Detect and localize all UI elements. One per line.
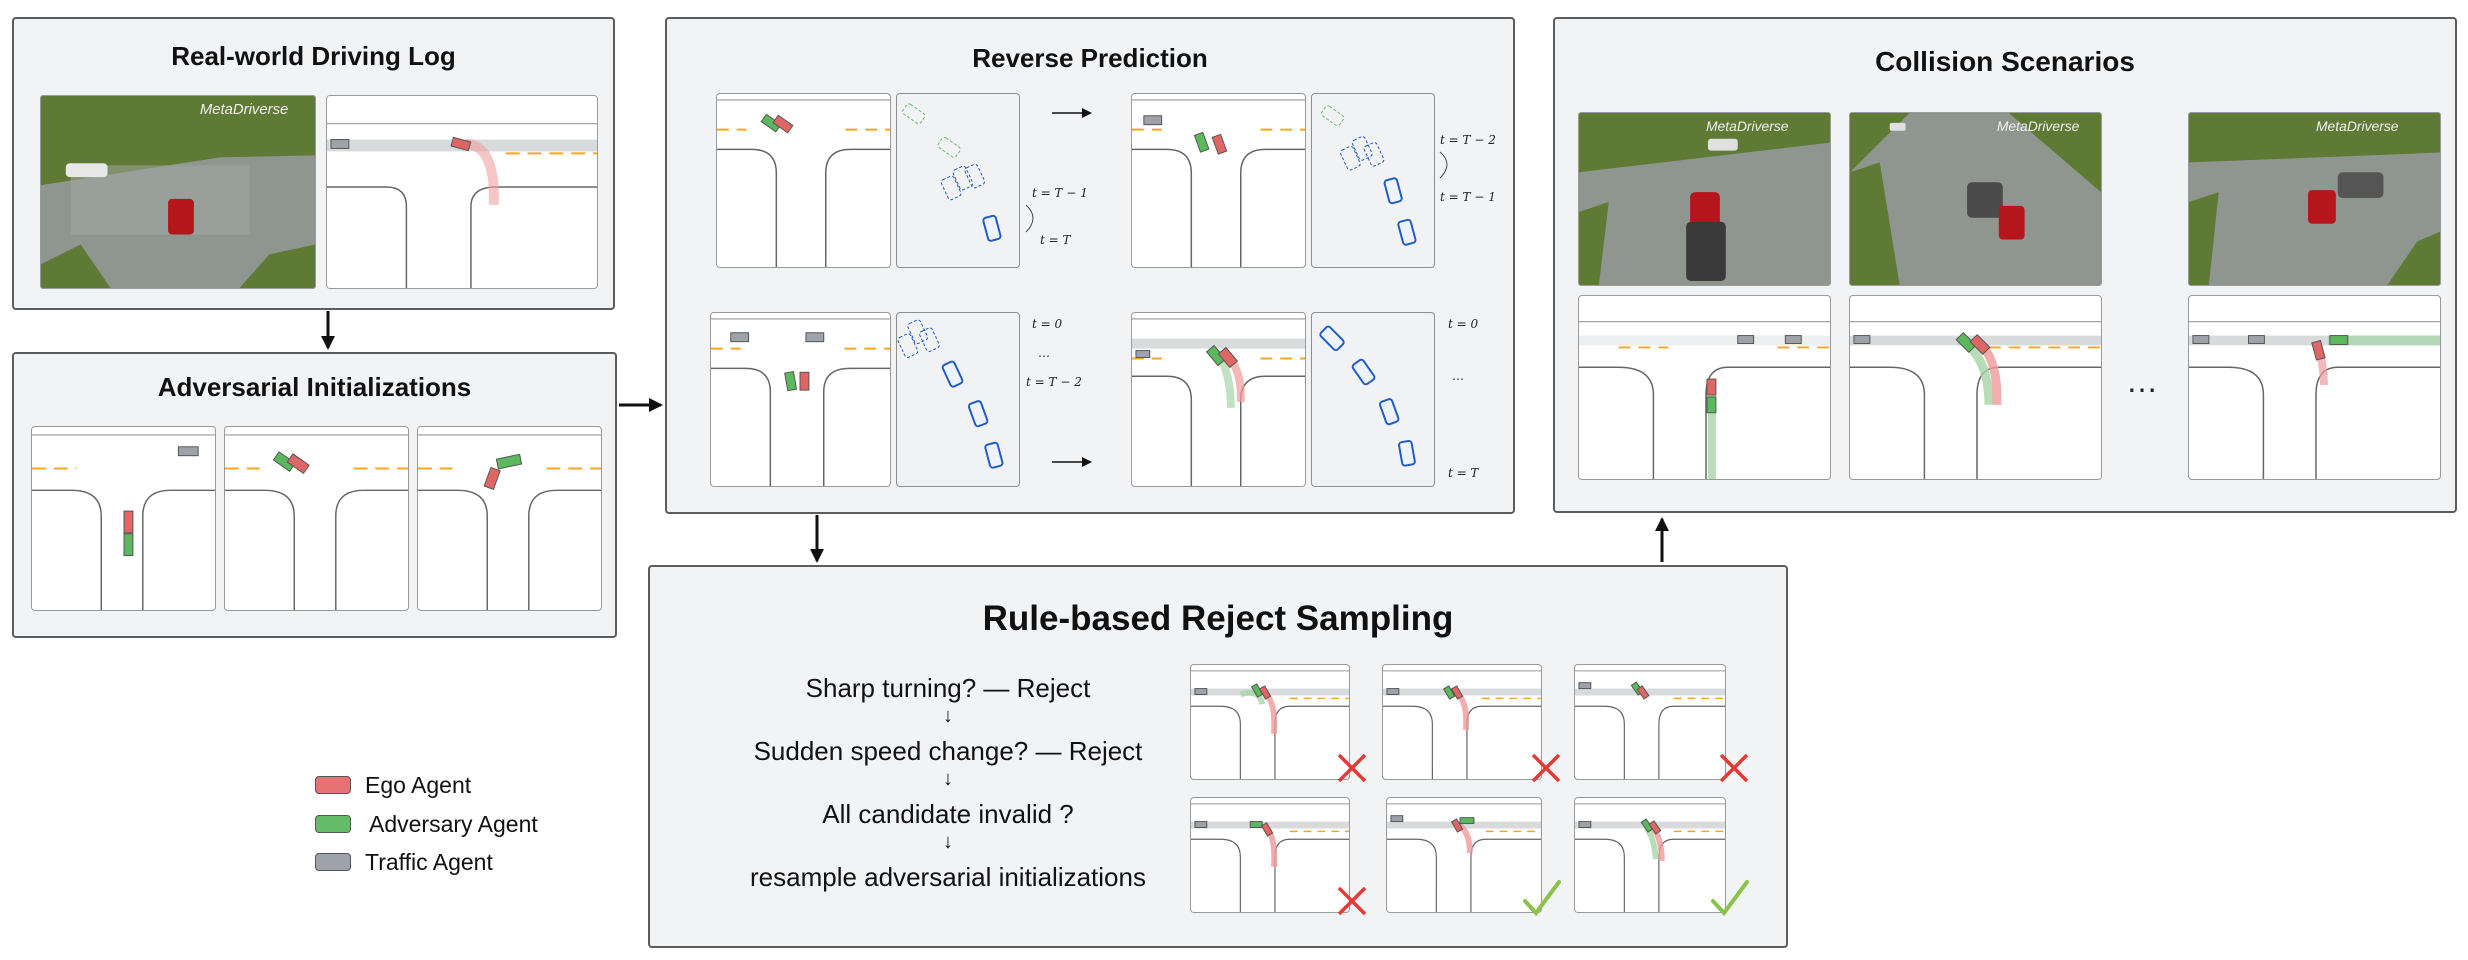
rule-sharp-turning: Sharp turning? — Reject	[805, 673, 1091, 703]
candidate-6	[1574, 797, 1726, 913]
watermark-text: MetaDriverse	[2316, 118, 2399, 134]
rule-all-invalid: All candidate invalid ?	[822, 799, 1074, 829]
watermark-text: MetaDriverse	[200, 102, 288, 118]
init-option-2	[224, 426, 409, 611]
rp-trajectory-top-2	[1311, 93, 1435, 268]
rp-map-bottom-1	[710, 312, 891, 487]
simulator-render: MetaDriverse	[40, 95, 316, 289]
time-label: t = T − 2	[1440, 133, 1496, 147]
panel-collision-scenarios: Collision Scenarios MetaDriverse MetaDri…	[1553, 17, 2457, 513]
panel-title: Rule-based Reject Sampling	[982, 599, 1454, 638]
time-label: t = T	[1448, 466, 1479, 480]
collision-render-3: MetaDriverse	[2188, 112, 2441, 286]
legend-label: Traffic Agent	[365, 849, 493, 875]
rule-list: Sharp turning? — Reject ↓ Sudden speed c…	[708, 673, 1188, 933]
accept-check-icon	[1523, 880, 1561, 917]
time-label: …	[1038, 346, 1050, 360]
reject-mark-icon	[1719, 753, 1749, 783]
adversary-swatch-icon	[315, 815, 351, 833]
panel-title: Adversarial Initializations	[157, 372, 472, 402]
accept-check-icon	[1711, 880, 1749, 917]
collision-map-3	[2188, 295, 2441, 480]
collision-render-1: MetaDriverse	[1578, 112, 1831, 286]
reject-mark-icon	[1337, 753, 1367, 783]
rp-map-top-2	[1131, 93, 1306, 268]
reject-mark-icon	[1531, 753, 1561, 783]
panel-title: Reverse Prediction	[972, 43, 1208, 73]
init-option-1	[31, 426, 216, 611]
candidate-5	[1386, 797, 1542, 913]
rule-arrow: ↓	[943, 705, 953, 727]
ego-swatch-icon	[315, 776, 351, 794]
panel-adversarial-initializations: Adversarial Initializations	[12, 352, 617, 638]
traffic-swatch-icon	[315, 853, 351, 871]
rp-map-top-1	[716, 93, 891, 268]
time-label: t = T	[1040, 233, 1071, 247]
rp-trajectory-top-1	[896, 93, 1020, 268]
time-label: …	[1452, 369, 1464, 383]
collision-map-1	[1578, 295, 1831, 480]
panel-rule-based-reject-sampling: Rule-based Reject Sampling Sharp turning…	[648, 565, 1788, 948]
panel-reverse-prediction: Reverse Prediction t = T − 1 t = T	[665, 17, 1515, 514]
time-label: t = 0	[1448, 317, 1479, 331]
time-label: t = T − 2	[1026, 375, 1082, 389]
rule-speed-change: Sudden speed change? — Reject	[753, 736, 1143, 766]
rule-arrow: ↓	[943, 768, 953, 790]
init-option-3	[417, 426, 602, 611]
more-scenarios-ellipsis: …	[2126, 363, 2158, 399]
watermark-text: MetaDriverse	[1706, 118, 1789, 134]
time-label: t = T − 1	[1032, 186, 1088, 200]
panel-title: Collision Scenarios	[1875, 46, 2135, 77]
rp-trajectory-bottom-1	[896, 312, 1020, 487]
rp-trajectory-bottom-2	[1311, 312, 1435, 487]
reject-mark-icon	[1337, 886, 1367, 916]
collision-render-2: MetaDriverse	[1849, 112, 2102, 286]
collision-map-2	[1849, 295, 2102, 480]
panel-real-world-driving-log: Real-world Driving Log MetaDriverse	[12, 17, 615, 310]
candidate-4	[1190, 797, 1350, 913]
candidate-2	[1382, 664, 1542, 780]
bev-map	[326, 95, 598, 289]
candidate-3	[1574, 664, 1726, 780]
rule-arrow: ↓	[943, 831, 953, 853]
watermark-text: MetaDriverse	[1997, 118, 2080, 134]
time-label: t = T − 1	[1440, 190, 1496, 204]
rule-resample: resample adversarial initializations	[750, 862, 1146, 892]
time-label: t = 0	[1032, 317, 1063, 331]
candidate-1	[1190, 664, 1350, 780]
panel-title: Real-world Driving Log	[171, 41, 456, 71]
legend-label: Adversary Agent	[369, 811, 538, 837]
rp-map-bottom-2	[1131, 312, 1306, 487]
legend-label: Ego Agent	[365, 772, 472, 798]
